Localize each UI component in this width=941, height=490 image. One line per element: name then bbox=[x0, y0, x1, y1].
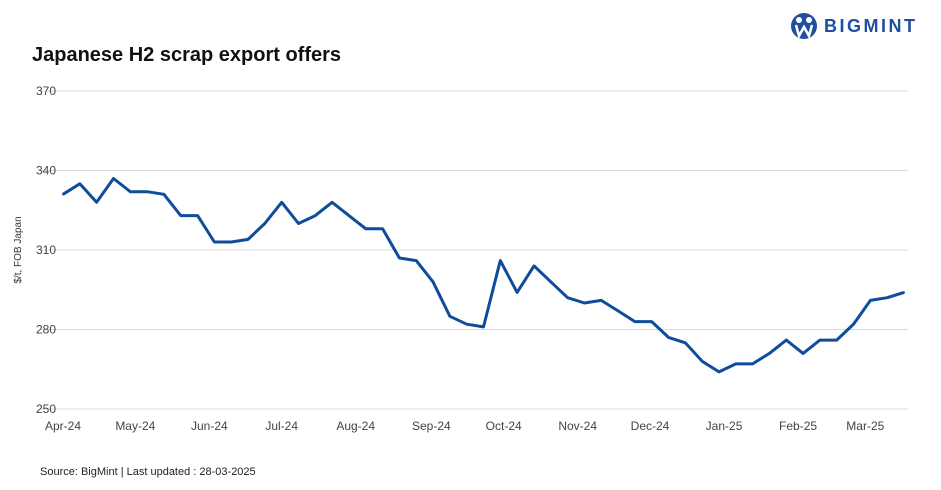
data-point bbox=[347, 214, 350, 217]
y-tick-label: 280 bbox=[36, 323, 56, 337]
x-tick-label: Oct-24 bbox=[486, 419, 522, 433]
data-point bbox=[129, 190, 132, 193]
data-point bbox=[701, 360, 704, 363]
data-point bbox=[230, 241, 233, 244]
data-point bbox=[717, 370, 720, 373]
data-point bbox=[162, 193, 165, 196]
chart-title: Japanese H2 scrap export offers bbox=[32, 44, 342, 66]
data-point bbox=[583, 302, 586, 304]
data-point bbox=[818, 339, 821, 342]
bigmint-logo: BIGMINT bbox=[790, 12, 918, 40]
x-tick-label: Aug-24 bbox=[336, 419, 375, 433]
data-point bbox=[684, 341, 687, 344]
data-point bbox=[633, 320, 636, 323]
x-tick-label: May-24 bbox=[115, 419, 155, 433]
data-point bbox=[768, 352, 771, 355]
y-axis-label: $/t, FOB Japan bbox=[13, 216, 24, 283]
data-point bbox=[835, 339, 838, 342]
data-point bbox=[600, 299, 603, 302]
data-point bbox=[78, 182, 81, 185]
x-tick-label: Apr-24 bbox=[45, 419, 81, 433]
series-line bbox=[62, 177, 905, 374]
x-tick-label: Mar-25 bbox=[846, 419, 884, 433]
data-point bbox=[499, 259, 502, 262]
x-tick-label: Nov-24 bbox=[558, 419, 597, 433]
data-point bbox=[751, 362, 754, 365]
data-point bbox=[213, 241, 216, 244]
data-point bbox=[415, 259, 418, 262]
data-point bbox=[263, 222, 266, 225]
data-point bbox=[448, 315, 451, 318]
data-point bbox=[566, 296, 569, 299]
data-point bbox=[297, 222, 300, 225]
x-tick-label: Dec-24 bbox=[631, 419, 670, 433]
data-point bbox=[549, 280, 552, 283]
x-tick-label: Jun-24 bbox=[191, 419, 228, 433]
data-point bbox=[482, 325, 485, 328]
data-point bbox=[802, 352, 805, 355]
x-tick-label: Jul-24 bbox=[265, 419, 298, 433]
data-point bbox=[650, 320, 653, 323]
logo-text: BIGMINT bbox=[824, 15, 918, 36]
data-point bbox=[734, 362, 737, 365]
data-point bbox=[364, 227, 367, 230]
y-tick-label: 370 bbox=[36, 84, 56, 98]
data-point bbox=[785, 339, 788, 342]
data-point bbox=[667, 336, 670, 339]
data-point bbox=[398, 256, 401, 259]
data-point bbox=[617, 309, 620, 312]
data-point bbox=[532, 264, 535, 267]
data-point bbox=[903, 291, 905, 294]
x-tick-label: Sep-24 bbox=[412, 419, 451, 433]
data-point bbox=[280, 201, 283, 204]
data-point bbox=[331, 201, 334, 204]
data-point bbox=[432, 280, 435, 283]
y-tick-label: 250 bbox=[36, 402, 56, 416]
data-point bbox=[112, 177, 115, 180]
data-point bbox=[62, 193, 64, 196]
x-tick-label: Jan-25 bbox=[706, 419, 743, 433]
y-tick-label: 340 bbox=[36, 164, 56, 178]
data-point bbox=[179, 214, 182, 217]
data-point bbox=[465, 323, 468, 326]
data-point bbox=[516, 291, 519, 294]
data-point bbox=[886, 296, 889, 299]
data-point bbox=[869, 299, 872, 302]
data-point bbox=[852, 323, 855, 326]
data-point bbox=[381, 227, 384, 230]
source-note: Source: BigMint | Last updated : 28-03-2… bbox=[40, 466, 256, 478]
data-point bbox=[95, 201, 98, 204]
data-point bbox=[196, 214, 199, 217]
data-point bbox=[146, 190, 149, 193]
x-tick-label: Feb-25 bbox=[779, 419, 817, 433]
data-point bbox=[314, 214, 317, 217]
bigmint-logo-icon bbox=[791, 13, 817, 40]
data-point bbox=[247, 238, 250, 241]
y-tick-label: 310 bbox=[36, 243, 56, 257]
